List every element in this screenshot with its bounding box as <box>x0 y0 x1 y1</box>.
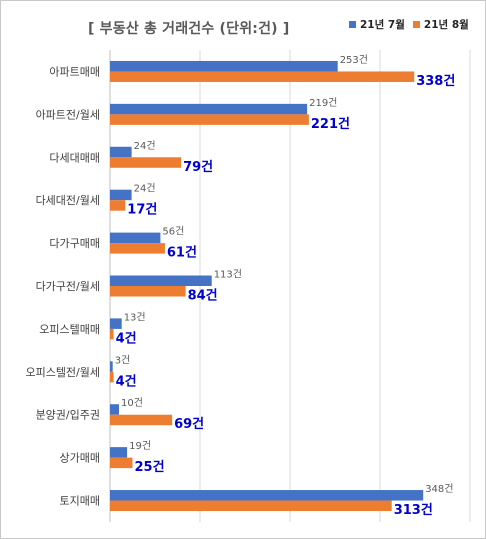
bar-august <box>110 500 392 512</box>
data-label-july: 253건 <box>340 54 368 66</box>
chart-title: [ 부동산 총 거래건수 (단위:건) ] <box>88 21 290 37</box>
bar-july <box>110 189 132 201</box>
data-label-august: 25건 <box>135 459 165 475</box>
category-label: 다가구전/월세 <box>36 280 100 293</box>
data-label-august: 221건 <box>311 116 350 132</box>
bar-august <box>110 114 309 125</box>
bar-july <box>110 103 308 115</box>
legend-swatch-august <box>412 21 420 28</box>
data-label-august: 61건 <box>167 245 197 261</box>
data-label-august: 84건 <box>188 288 218 304</box>
category-label: 아파트전/월세 <box>36 108 100 121</box>
category-label: 오피스텔매매 <box>39 323 100 336</box>
bar-august <box>110 328 114 340</box>
category-label: 토지매매 <box>60 495 100 508</box>
data-label-july: 219건 <box>309 97 337 109</box>
data-label-july: 3건 <box>115 354 131 366</box>
data-label-august: 313건 <box>394 502 433 518</box>
category-label: 다가구매매 <box>49 237 100 250</box>
data-label-august: 4건 <box>116 373 137 389</box>
category-label: 다세대전/월세 <box>36 194 100 207</box>
data-label-july: 24건 <box>134 183 156 195</box>
data-label-july: 13건 <box>124 311 146 323</box>
bar-july <box>110 232 161 244</box>
bar-august <box>110 457 133 469</box>
bar-july <box>110 60 338 72</box>
bar-august <box>110 157 182 168</box>
bar-august <box>110 286 186 297</box>
data-label-july: 56건 <box>162 226 184 238</box>
bar-july <box>110 275 212 286</box>
data-label-august: 79건 <box>183 159 213 175</box>
legend-item-july: 21년 7월 <box>349 17 405 32</box>
data-label-july: 10건 <box>121 397 143 409</box>
bar-july <box>110 146 132 158</box>
bar-july <box>110 447 128 458</box>
bar-august <box>110 414 173 426</box>
data-label-august: 17건 <box>127 202 157 218</box>
bar-july <box>110 490 424 501</box>
data-label-august: 338건 <box>416 73 455 89</box>
data-label-july: 348건 <box>425 483 453 495</box>
data-label-july: 24건 <box>134 140 156 152</box>
bar-august <box>110 371 114 383</box>
category-label: 다세대매매 <box>49 151 100 164</box>
legend-label-july: 21년 7월 <box>360 19 405 31</box>
data-label-july: 19건 <box>129 440 151 452</box>
bar-august <box>110 200 126 211</box>
legend-item-august: 21년 8월 <box>412 17 469 32</box>
legend-label-august: 21년 8월 <box>423 19 469 31</box>
bar-august <box>110 71 415 82</box>
data-label-july: 113건 <box>214 269 242 281</box>
bar-july <box>110 318 122 329</box>
bar-july <box>110 361 113 372</box>
category-label: 상가매매 <box>60 452 100 465</box>
category-label: 아파트매매 <box>49 65 100 78</box>
bar-july <box>110 404 119 415</box>
category-label: 분양권/입주권 <box>36 409 100 422</box>
category-label: 오피스텔전/월세 <box>25 366 100 379</box>
legend-swatch-july <box>349 21 356 28</box>
bar-august <box>110 243 165 254</box>
data-label-august: 69건 <box>174 416 204 432</box>
legend: 21년 7월 21년 8월 <box>349 17 477 32</box>
data-label-august: 4건 <box>116 330 137 346</box>
